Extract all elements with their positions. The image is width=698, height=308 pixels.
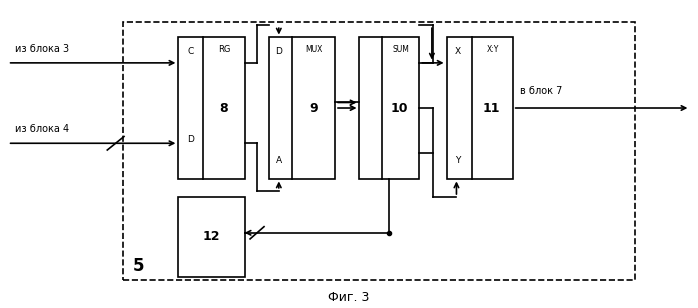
- Bar: [447, 38, 513, 179]
- Text: 11: 11: [483, 102, 500, 115]
- Bar: [178, 197, 244, 277]
- Text: C: C: [188, 47, 194, 56]
- Text: A: A: [276, 156, 282, 165]
- Bar: [123, 22, 634, 280]
- Text: SUM: SUM: [392, 45, 409, 54]
- Text: 12: 12: [202, 230, 220, 243]
- Text: X: X: [454, 47, 461, 56]
- Bar: [269, 38, 335, 179]
- Text: D: D: [276, 47, 282, 56]
- Text: Фиг. 3: Фиг. 3: [328, 291, 370, 304]
- Text: 10: 10: [391, 102, 408, 115]
- Text: RG: RG: [218, 45, 231, 54]
- Text: X:Y: X:Y: [487, 45, 499, 54]
- Bar: [178, 38, 244, 179]
- Text: 5: 5: [133, 257, 144, 275]
- Bar: [359, 38, 419, 179]
- Text: из блока 3: из блока 3: [15, 44, 68, 54]
- Text: 9: 9: [310, 102, 318, 115]
- Text: из блока 4: из блока 4: [15, 124, 68, 134]
- Text: Y: Y: [455, 156, 461, 165]
- Text: 8: 8: [219, 102, 228, 115]
- Text: D: D: [188, 135, 194, 144]
- Text: в блок 7: в блок 7: [520, 86, 562, 96]
- Text: MUX: MUX: [305, 45, 322, 54]
